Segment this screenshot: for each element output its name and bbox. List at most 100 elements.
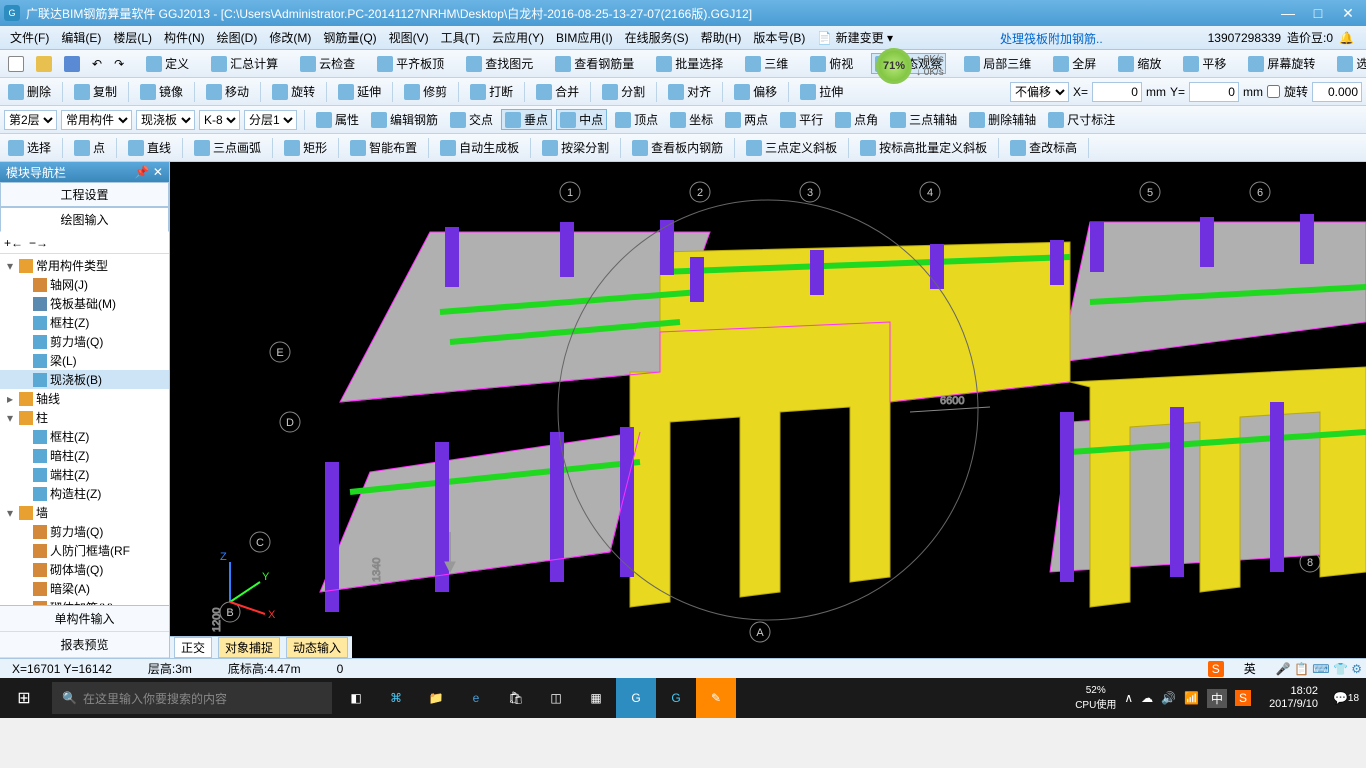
- tree-node[interactable]: 梁(L): [0, 351, 169, 370]
- tb-平移[interactable]: 平移: [1179, 53, 1230, 74]
- tb-矩形[interactable]: 矩形: [280, 137, 331, 158]
- task-ggj[interactable]: G: [616, 678, 656, 718]
- tree-node[interactable]: 端柱(Z): [0, 465, 169, 484]
- snap-toggle[interactable]: 对象捕捉: [218, 637, 280, 658]
- tree-node[interactable]: 砌体墙(Q): [0, 560, 169, 579]
- coin-label[interactable]: 造价豆:0: [1287, 29, 1333, 46]
- new-icon[interactable]: [4, 54, 28, 74]
- type-select[interactable]: 现浇板: [136, 110, 195, 130]
- nav-del-icon[interactable]: −→: [29, 236, 48, 250]
- tb-选择[interactable]: 选择: [4, 137, 55, 158]
- tb-垂点[interactable]: 垂点: [501, 109, 552, 130]
- tree-node[interactable]: 暗梁(A): [0, 579, 169, 598]
- close-button[interactable]: ✕: [1334, 3, 1362, 23]
- tb-点角[interactable]: 点角: [831, 109, 882, 130]
- tree-node[interactable]: 框柱(Z): [0, 427, 169, 446]
- task-store[interactable]: 🛍: [496, 678, 536, 718]
- tb-属性[interactable]: 属性: [312, 109, 363, 130]
- taskbar-clock[interactable]: 18:022017/9/10: [1261, 685, 1326, 711]
- tb-复制[interactable]: 复制: [70, 81, 121, 102]
- new-change-menu[interactable]: 📄 新建变更 ▾: [811, 29, 899, 46]
- tb-批量选择[interactable]: 批量选择: [652, 53, 727, 74]
- layer-select[interactable]: 分层1: [244, 110, 297, 130]
- tb-两点[interactable]: 两点: [721, 109, 772, 130]
- tb-镜像[interactable]: 镜像: [136, 81, 187, 102]
- redo-icon[interactable]: ↷: [110, 55, 128, 73]
- tb-删除辅轴[interactable]: 删除辅轴: [965, 109, 1040, 130]
- tree-node[interactable]: 筏板基础(M): [0, 294, 169, 313]
- tree-node[interactable]: 轴网(J): [0, 275, 169, 294]
- tree-node[interactable]: 人防门框墙(RF: [0, 541, 169, 560]
- component-tree[interactable]: ▾常用构件类型轴网(J)筏板基础(M)框柱(Z)剪力墙(Q)梁(L)现浇板(B)…: [0, 254, 169, 605]
- menu-item[interactable]: 帮助(H): [695, 29, 748, 46]
- tb-尺寸标注[interactable]: 尺寸标注: [1044, 109, 1119, 130]
- tb-查看钢筋量[interactable]: 查看钢筋量: [551, 53, 638, 74]
- ime-indicator[interactable]: S: [1208, 661, 1224, 677]
- tree-node[interactable]: 剪力墙(Q): [0, 332, 169, 351]
- tb-编辑钢筋[interactable]: 编辑钢筋: [367, 109, 442, 130]
- tb-定义[interactable]: 定义: [142, 53, 193, 74]
- task-app5[interactable]: G: [656, 678, 696, 718]
- menu-item[interactable]: 工具(T): [435, 29, 486, 46]
- tb-按标高批量定义斜板[interactable]: 按标高批量定义斜板: [856, 137, 991, 158]
- tb-拉伸[interactable]: 拉伸: [796, 81, 847, 102]
- y-input[interactable]: [1189, 82, 1239, 102]
- menu-item[interactable]: 构件(N): [158, 29, 211, 46]
- tb-查找图元[interactable]: 查找图元: [462, 53, 537, 74]
- tree-node[interactable]: 暗柱(Z): [0, 446, 169, 465]
- menu-item[interactable]: 云应用(Y): [486, 29, 550, 46]
- menu-item[interactable]: 钢筋量(Q): [317, 29, 382, 46]
- tb-中点[interactable]: 中点: [556, 109, 607, 130]
- tb-平行[interactable]: 平行: [776, 109, 827, 130]
- tb-云检查[interactable]: 云检查: [296, 53, 359, 74]
- tb-点[interactable]: 点: [70, 137, 109, 158]
- tb-三点定义斜板[interactable]: 三点定义斜板: [742, 137, 841, 158]
- tree-node[interactable]: ▸轴线: [0, 389, 169, 408]
- save-icon[interactable]: [60, 54, 84, 74]
- rot-input[interactable]: [1312, 82, 1362, 102]
- dyn-input-toggle[interactable]: 动态输入: [286, 637, 348, 658]
- tree-node[interactable]: 框柱(Z): [0, 313, 169, 332]
- tree-node[interactable]: 剪力墙(Q): [0, 522, 169, 541]
- tb-顶点[interactable]: 顶点: [611, 109, 662, 130]
- category-select[interactable]: 常用构件: [61, 110, 132, 130]
- code-select[interactable]: K-8: [199, 110, 240, 130]
- tb-按梁分割[interactable]: 按梁分割: [538, 137, 613, 158]
- tb-交点[interactable]: 交点: [446, 109, 497, 130]
- user-id[interactable]: 13907298339: [1208, 31, 1281, 45]
- minimize-button[interactable]: —: [1274, 3, 1302, 23]
- menu-item[interactable]: 楼层(L): [107, 29, 158, 46]
- offset-mode-select[interactable]: 不偏移: [1010, 82, 1069, 102]
- tb-智能布置[interactable]: 智能布置: [346, 137, 421, 158]
- menu-item[interactable]: 视图(V): [383, 29, 435, 46]
- tb-延伸[interactable]: 延伸: [334, 81, 385, 102]
- menu-item[interactable]: 在线服务(S): [619, 29, 695, 46]
- tb-选择楼层[interactable]: 选择楼层: [1333, 53, 1366, 74]
- menu-item[interactable]: 绘图(D): [211, 29, 264, 46]
- menu-item[interactable]: 版本号(B): [747, 29, 811, 46]
- tb-三点画弧[interactable]: 三点画弧: [190, 137, 265, 158]
- btm-single-input[interactable]: 单构件输入: [0, 606, 169, 632]
- tb-合并[interactable]: 合并: [532, 81, 583, 102]
- nav-add-icon[interactable]: +←: [4, 236, 23, 250]
- tree-node[interactable]: 砌体加筋(Y): [0, 598, 169, 605]
- tb-旋转[interactable]: 旋转: [268, 81, 319, 102]
- notifications-icon[interactable]: 💬18: [1326, 678, 1366, 718]
- tree-node[interactable]: ▾柱: [0, 408, 169, 427]
- tb-打断[interactable]: 打断: [466, 81, 517, 102]
- btm-report[interactable]: 报表预览: [0, 632, 169, 658]
- notify-icon[interactable]: 🔔: [1339, 31, 1354, 45]
- tb-移动[interactable]: 移动: [202, 81, 253, 102]
- ortho-toggle[interactable]: 正交: [174, 637, 212, 658]
- tree-node[interactable]: ▾常用构件类型: [0, 256, 169, 275]
- tray-icons[interactable]: 🎤 📋 ⌨ 👕 ⚙: [1276, 662, 1362, 676]
- tb-查看板内钢筋[interactable]: 查看板内钢筋: [628, 137, 727, 158]
- tb-缩放[interactable]: 缩放: [1114, 53, 1165, 74]
- task-app3[interactable]: ◫: [536, 678, 576, 718]
- tb-汇总计算[interactable]: 汇总计算: [207, 53, 282, 74]
- task-app1[interactable]: ⌘: [376, 678, 416, 718]
- tb-坐标[interactable]: 坐标: [666, 109, 717, 130]
- tb-全屏[interactable]: 全屏: [1049, 53, 1100, 74]
- tb-偏移[interactable]: 偏移: [730, 81, 781, 102]
- rot-check[interactable]: [1267, 85, 1280, 98]
